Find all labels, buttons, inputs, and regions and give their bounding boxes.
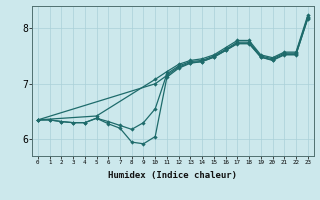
X-axis label: Humidex (Indice chaleur): Humidex (Indice chaleur): [108, 171, 237, 180]
